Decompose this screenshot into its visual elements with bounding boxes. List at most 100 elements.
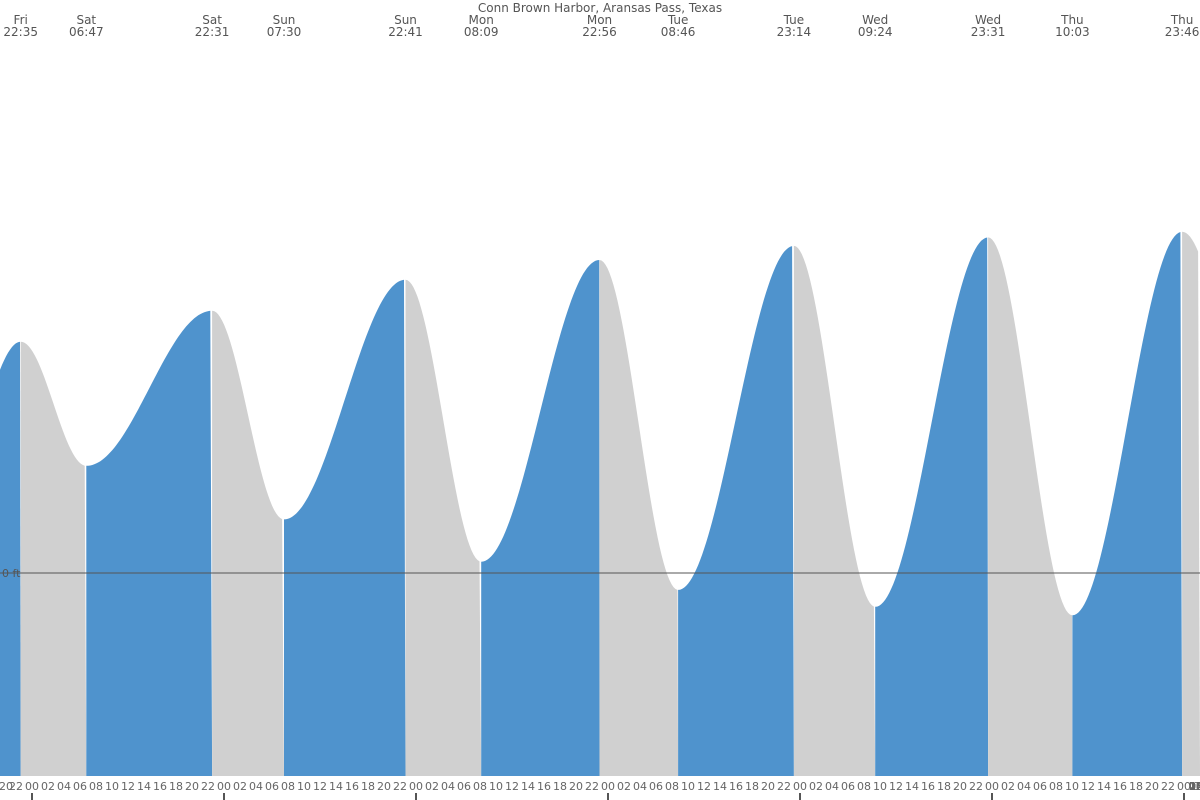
hour-tick-label: 12 <box>313 780 327 793</box>
hour-tick-label: 16 <box>345 780 359 793</box>
extreme-time-label: 09:24 <box>858 25 893 39</box>
hour-tick-label: 22 <box>585 780 599 793</box>
extreme-time-label: 08:46 <box>661 25 696 39</box>
hour-tick-label: 20 <box>1145 780 1159 793</box>
hour-tick-label: 00 <box>1189 780 1200 793</box>
hour-tick-label: 10 <box>297 780 311 793</box>
hour-tick-label: 00 <box>793 780 807 793</box>
hour-tick-label: 14 <box>1189 780 1200 793</box>
hour-tick-label: 10 <box>1189 780 1200 793</box>
hour-tick-label: 02 <box>1189 780 1200 793</box>
hour-tick-label: 04 <box>57 780 71 793</box>
hour-tick-label: 00 <box>217 780 231 793</box>
hour-tick-label: 06 <box>265 780 279 793</box>
hour-tick-label: 16 <box>1113 780 1127 793</box>
rising-tide-area <box>481 260 600 776</box>
zero-line-group: 0 ft <box>0 567 1200 580</box>
falling-tide-area <box>20 341 87 776</box>
falling-tide-area <box>212 310 284 776</box>
extreme-time-label: 22:35 <box>3 25 38 39</box>
hour-tick-label: 16 <box>153 780 167 793</box>
hour-tick-label: 08 <box>1049 780 1063 793</box>
hour-tick-label: 20 <box>1189 780 1200 793</box>
hour-tick-label: 20 <box>377 780 391 793</box>
hour-tick-label: 18 <box>1129 780 1143 793</box>
rising-tide-area <box>284 279 406 776</box>
hour-tick-label: 06 <box>649 780 663 793</box>
hour-tick-label: 08 <box>1189 780 1200 793</box>
hour-tick-label: 14 <box>329 780 343 793</box>
hour-tick-label: 16 <box>729 780 743 793</box>
hour-tick-label: 14 <box>1189 780 1200 793</box>
hour-tick-label: 18 <box>361 780 375 793</box>
extreme-time-label: 23:14 <box>777 25 812 39</box>
extreme-labels: Fri22:35Sat06:47Sat22:31Sun07:30Sun22:41… <box>3 13 1199 39</box>
hour-tick-label: 00 <box>25 780 39 793</box>
hour-tick-label: 10 <box>105 780 119 793</box>
hour-tick-label: 22 <box>777 780 791 793</box>
extreme-day-label: Mon <box>587 13 612 27</box>
extreme-day-label: Sun <box>394 13 417 27</box>
hour-tick-label: 18 <box>1189 780 1200 793</box>
hour-tick-label: 04 <box>441 780 455 793</box>
extreme-day-label: Sun <box>273 13 296 27</box>
extreme-time-label: 22:31 <box>195 25 230 39</box>
extreme-day-label: Fri <box>14 13 28 27</box>
extreme-time-label: 23:46 <box>1165 25 1200 39</box>
extreme-day-label: Wed <box>862 13 888 27</box>
hour-tick-label: 02 <box>617 780 631 793</box>
zero-label: 0 ft <box>2 567 21 580</box>
extreme-day-label: Mon <box>469 13 494 27</box>
hour-tick-label: 22 <box>1161 780 1175 793</box>
hour-tick-label: 04 <box>633 780 647 793</box>
rising-tide-area <box>86 310 213 776</box>
hour-tick-label: 06 <box>1189 780 1200 793</box>
hour-tick-label: 18 <box>745 780 759 793</box>
extreme-time-label: 10:03 <box>1055 25 1090 39</box>
hour-tick-label: 12 <box>889 780 903 793</box>
hour-tick-label: 08 <box>665 780 679 793</box>
hour-tick-label: 0 <box>1193 780 1200 793</box>
hour-tick-label: 04 <box>1017 780 1031 793</box>
falling-tide-area <box>599 260 679 776</box>
hour-tick-label: 00 <box>1189 780 1200 793</box>
hour-tick-label: 12 <box>697 780 711 793</box>
hour-tick-label: 20 <box>569 780 583 793</box>
hour-tick-label: 22 <box>969 780 983 793</box>
hour-tick-label: 14 <box>521 780 535 793</box>
hour-tick-label: 06 <box>1189 780 1200 793</box>
hour-tick-label: 00 <box>985 780 999 793</box>
hour-tick-label: 18 <box>553 780 567 793</box>
hour-tick-label: 16 <box>921 780 935 793</box>
hour-tick-label: 02 <box>1001 780 1015 793</box>
extreme-day-label: Tue <box>667 13 689 27</box>
hour-tick-label: 10 <box>489 780 503 793</box>
hour-tick-label: 16 <box>1189 780 1200 793</box>
hour-tick-label: 12 <box>121 780 135 793</box>
hour-tick-label: 12 <box>505 780 519 793</box>
hour-tick-label: 20 <box>761 780 775 793</box>
chart-title: Conn Brown Harbor, Aransas Pass, Texas <box>478 1 722 15</box>
hour-tick-label: 10 <box>681 780 695 793</box>
hour-tick-label: 08 <box>473 780 487 793</box>
hour-tick-label: 22 <box>1189 780 1200 793</box>
hour-tick-label: 02 <box>41 780 55 793</box>
extreme-time-label: 22:56 <box>582 25 617 39</box>
hour-tick-label: 06 <box>457 780 471 793</box>
hour-tick-label: 12 <box>1189 780 1200 793</box>
rising-tide-area <box>0 341 21 776</box>
hour-tick-label: 20 <box>953 780 967 793</box>
hour-tick-label: 08 <box>1189 780 1200 793</box>
hour-tick-label: 14 <box>1097 780 1111 793</box>
tide-areas <box>0 231 1200 777</box>
hour-tick-label: 10 <box>873 780 887 793</box>
hour-tick-label: 02 <box>1189 780 1200 793</box>
hour-tick-label: 06 <box>1033 780 1047 793</box>
hour-tick-label: 04 <box>1189 780 1200 793</box>
hour-tick-label: 06 <box>1189 780 1200 793</box>
hour-tick-label: 08 <box>281 780 295 793</box>
rising-tide-area <box>1072 232 1183 776</box>
extreme-day-label: Wed <box>975 13 1001 27</box>
hour-tick-label: 00 <box>409 780 423 793</box>
